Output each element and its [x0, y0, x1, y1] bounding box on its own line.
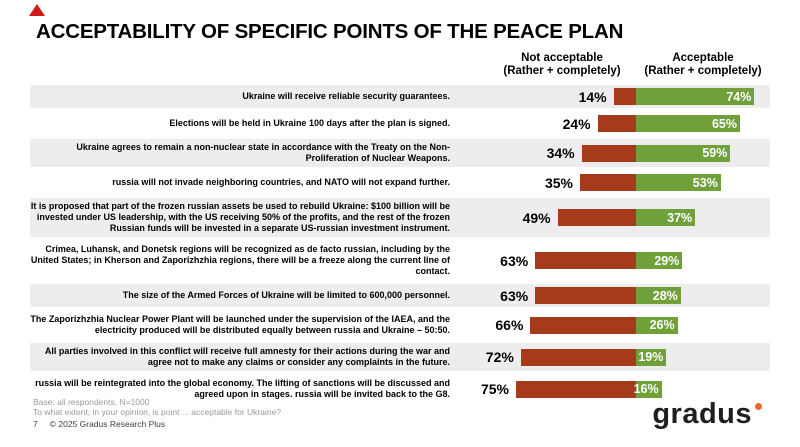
not-acceptable-bar	[516, 380, 636, 398]
not-acceptable-bar	[535, 287, 636, 304]
acceptable-value: 53%	[692, 175, 718, 190]
acceptable-bar: 29%	[636, 252, 683, 269]
statement-row: The Zaporizhzhia Nuclear Power Plant wil…	[30, 311, 770, 339]
statement-row: russia will be reintegrated into the glo…	[30, 375, 770, 403]
statement-text: Elections will be held in Ukraine 100 da…	[169, 118, 450, 128]
column-headers: Not acceptable (Rather + completely) Acc…	[0, 52, 800, 80]
statement-text: Crimea, Luhansk, and Donetsk regions wil…	[30, 244, 450, 276]
acceptable-value: 29%	[654, 253, 680, 268]
column-header-not-acceptable-line2: (Rather + completely)	[503, 65, 621, 77]
statement-text: Ukraine will receive reliable security g…	[242, 91, 450, 101]
logo-dot-icon	[755, 403, 762, 410]
footer-notes: Base: all respondents, N=1000 To what ex…	[33, 397, 281, 430]
acceptable-bar: 26%	[636, 316, 678, 334]
acceptable-bar: 74%	[636, 88, 755, 105]
not-acceptable-bar	[581, 144, 636, 162]
question-note: To what extent, in your opinion, is poin…	[33, 407, 282, 417]
statement-row: russia will not invade neighboring count…	[30, 171, 770, 194]
statement-text: The Zaporizhzhia Nuclear Power Plant wil…	[30, 314, 450, 335]
not-acceptable-value: 14%	[578, 88, 607, 105]
statement-text: russia will not invade neighboring count…	[112, 177, 450, 187]
not-acceptable-zone: 14%	[450, 88, 636, 105]
statement-row: Ukraine will receive reliable security g…	[30, 85, 770, 108]
not-acceptable-zone: 24%	[450, 115, 636, 132]
chart-rows: Ukraine will receive reliable security g…	[30, 85, 770, 403]
acceptable-bar: 65%	[636, 115, 740, 132]
not-acceptable-value: 24%	[562, 115, 591, 132]
acceptable-bar: 59%	[636, 144, 731, 162]
not-acceptable-bar	[557, 209, 636, 226]
acceptable-value: 26%	[649, 318, 675, 332]
page-number: 7	[33, 418, 38, 429]
gradus-logo: gradus	[652, 400, 762, 429]
not-acceptable-bar	[530, 316, 636, 334]
not-acceptable-zone: 35%	[450, 174, 636, 191]
copyright-text: © 2025 Gradus Research Plus	[49, 418, 166, 429]
page-title: ACCEPTABILITY OF SPECIFIC POINTS OF THE …	[36, 20, 624, 43]
not-acceptable-value: 34%	[546, 145, 575, 161]
not-acceptable-bar	[580, 174, 636, 191]
not-acceptable-value: 75%	[480, 381, 509, 397]
acceptable-bar: 16%	[633, 380, 662, 398]
acceptable-value: 74%	[726, 89, 752, 104]
base-note: Base: all respondents, N=1000	[33, 396, 150, 407]
statement-row: All parties involved in this conflict wi…	[30, 343, 770, 371]
statement-row: Crimea, Luhansk, and Donetsk regions wil…	[30, 241, 770, 280]
statement-row: The size of the Armed Forces of Ukraine …	[30, 284, 770, 307]
not-acceptable-zone: 34%	[450, 144, 636, 162]
statement-row: Ukraine agrees to remain a non-nuclear s…	[30, 139, 770, 167]
not-acceptable-value: 63%	[500, 252, 529, 269]
not-acceptable-value: 49%	[522, 209, 551, 226]
copyright-line: 7 © 2025 Gradus Research Plus	[33, 419, 281, 430]
acceptable-value: 59%	[702, 146, 728, 160]
gradus-logo-text: gradus	[652, 398, 752, 430]
statement-text: The size of the Armed Forces of Ukraine …	[122, 290, 450, 300]
acceptable-bar: 19%	[636, 348, 667, 366]
not-acceptable-bar	[520, 348, 636, 366]
not-acceptable-zone: 63%	[450, 287, 636, 304]
acceptable-bar: 37%	[636, 209, 696, 226]
not-acceptable-zone: 49%	[450, 209, 636, 226]
not-acceptable-zone: 63%	[450, 252, 636, 269]
statement-row: Elections will be held in Ukraine 100 da…	[30, 112, 770, 135]
acceptable-bar: 53%	[636, 174, 721, 191]
not-acceptable-value: 63%	[500, 287, 529, 304]
column-header-not-acceptable-line1: Not acceptable	[521, 52, 603, 64]
statement-row: It is proposed that part of the frozen r…	[30, 198, 770, 237]
not-acceptable-bar	[597, 115, 636, 132]
acceptable-value: 37%	[667, 210, 693, 225]
not-acceptable-bar	[613, 88, 636, 105]
not-acceptable-bar	[535, 252, 636, 269]
brand-triangle-icon	[29, 4, 45, 16]
acceptable-bar: 28%	[636, 287, 681, 304]
not-acceptable-value: 35%	[544, 174, 573, 191]
column-header-acceptable-line1: Acceptable	[672, 52, 734, 64]
column-header-not-acceptable: Not acceptable (Rather + completely)	[482, 52, 642, 78]
acceptable-value: 16%	[633, 382, 659, 396]
not-acceptable-zone: 66%	[450, 316, 636, 334]
not-acceptable-zone: 75%	[450, 380, 636, 398]
statement-text: It is proposed that part of the frozen r…	[30, 201, 450, 233]
not-acceptable-value: 66%	[495, 317, 524, 333]
column-header-acceptable: Acceptable (Rather + completely)	[623, 52, 783, 78]
statement-text: Ukraine agrees to remain a non-nuclear s…	[76, 142, 450, 163]
acceptable-value: 65%	[711, 116, 737, 131]
statement-text: russia will be reintegrated into the glo…	[35, 378, 450, 399]
statement-text: All parties involved in this conflict wi…	[44, 346, 450, 367]
column-header-acceptable-line2: (Rather + completely)	[644, 65, 762, 77]
not-acceptable-value: 72%	[485, 349, 514, 365]
acceptable-value: 28%	[652, 288, 678, 303]
not-acceptable-zone: 72%	[450, 348, 636, 366]
acceptable-value: 19%	[638, 350, 664, 364]
